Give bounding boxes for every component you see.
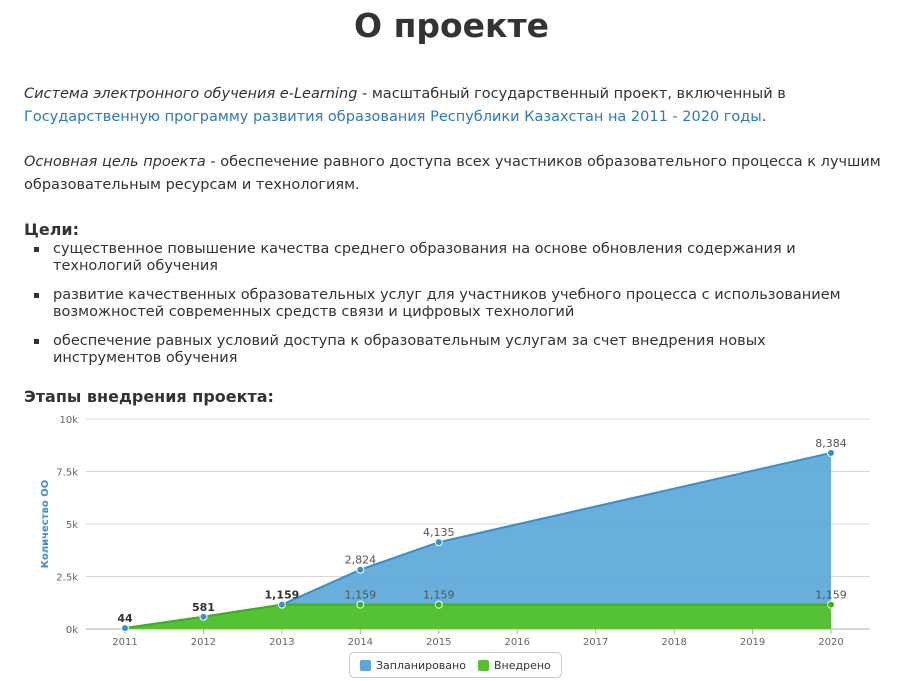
y-tick-label: 0k [66, 625, 78, 636]
goal-item: существенное повышение качества среднего… [34, 241, 874, 275]
intro-end: . [761, 109, 767, 125]
data-label-planned: 581 [192, 601, 215, 614]
data-label-implemented: 1,159 [815, 589, 847, 602]
area-implemented [125, 604, 831, 629]
y-tick-label: 2.5k [56, 573, 78, 584]
x-tick-label: 2017 [583, 637, 608, 648]
data-label-planned: 44 [117, 612, 133, 625]
x-tick-label: 2011 [112, 637, 137, 648]
x-tick-label: 2019 [740, 637, 765, 648]
data-label-planned: 8,384 [815, 437, 847, 450]
x-tick-label: 2014 [348, 637, 373, 648]
goal-item: развитие качественных образовательных ус… [34, 287, 874, 321]
page-title: О проекте [354, 6, 549, 45]
state-program-link[interactable]: Государственную программу развития образ… [24, 109, 762, 125]
point-implemented [434, 600, 443, 609]
point-planned [199, 612, 208, 621]
goal-text: развитие качественных образовательных ус… [53, 287, 841, 320]
y-tick-label: 7.5k [56, 468, 78, 479]
intro-text: - масштабный государственный проект, вкл… [357, 86, 786, 102]
point-planned [356, 565, 365, 574]
legend-swatch-implemented [477, 659, 489, 671]
purpose-paragraph: Основная цель проекта - обеспечение равн… [24, 151, 884, 197]
point-implemented [356, 600, 365, 609]
legend-label-implemented: Внедрено [493, 658, 551, 672]
bullet-icon [34, 339, 39, 344]
goal-text: обеспечение равных условий доступа к обр… [53, 333, 766, 366]
chart-legend: Запланировано Внедрено [349, 652, 562, 678]
point-planned [277, 600, 286, 609]
goal-item: обеспечение равных условий доступа к обр… [34, 333, 874, 367]
intro-paragraph: Система электронного обучения e-Learning… [24, 83, 884, 129]
data-label-planned: 4,135 [423, 526, 455, 539]
stages-heading: Этапы внедрения проекта: [24, 387, 274, 406]
legend-swatch-planned [360, 659, 371, 671]
data-label-implemented: 1,159 [345, 589, 377, 602]
bullet-icon [34, 247, 39, 252]
purpose-text: - обеспечение равного доступа всех участ… [24, 154, 881, 193]
implementation-stages-chart: 0k 2.5k 5k 7.5k 10k 2011 2012 2013 2014 2015 2016 2… [40, 415, 870, 648]
purpose-emphasis: Основная цель проекта [24, 154, 206, 170]
x-tick-label: 2020 [818, 637, 843, 648]
point-planned [434, 538, 443, 547]
data-label-implemented: 1,159 [423, 589, 455, 602]
area-planned [125, 452, 831, 629]
y-tick-label: 10k [59, 415, 78, 426]
point-planned [827, 448, 835, 457]
x-tick-label: 2018 [661, 637, 686, 648]
bullet-icon [34, 293, 39, 298]
point-implemented [827, 600, 835, 609]
legend-item-planned[interactable]: Запланировано [360, 659, 466, 672]
legend-item-implemented[interactable]: Внедрено [477, 658, 551, 672]
x-tick-label: 2012 [191, 637, 216, 648]
goals-heading: Цели: [24, 220, 80, 239]
data-label-planned: 2,824 [345, 554, 377, 567]
x-tick-label: 2015 [426, 637, 451, 648]
x-tick-label: 2016 [504, 637, 529, 648]
goals-list: существенное повышение качества среднего… [34, 241, 874, 379]
intro-emphasis: Система электронного обучения e-Learning [24, 86, 358, 102]
y-tick-label: 5k [66, 520, 78, 531]
data-label-planned: 1,159 [264, 589, 299, 602]
x-tick-label: 2013 [269, 637, 294, 648]
point-planned [121, 624, 129, 633]
goal-text: существенное повышение качества среднего… [53, 241, 796, 274]
legend-label-planned: Запланировано [376, 658, 466, 672]
line-implemented [124, 603, 831, 630]
y-axis-label: Количество ОО [40, 480, 51, 568]
